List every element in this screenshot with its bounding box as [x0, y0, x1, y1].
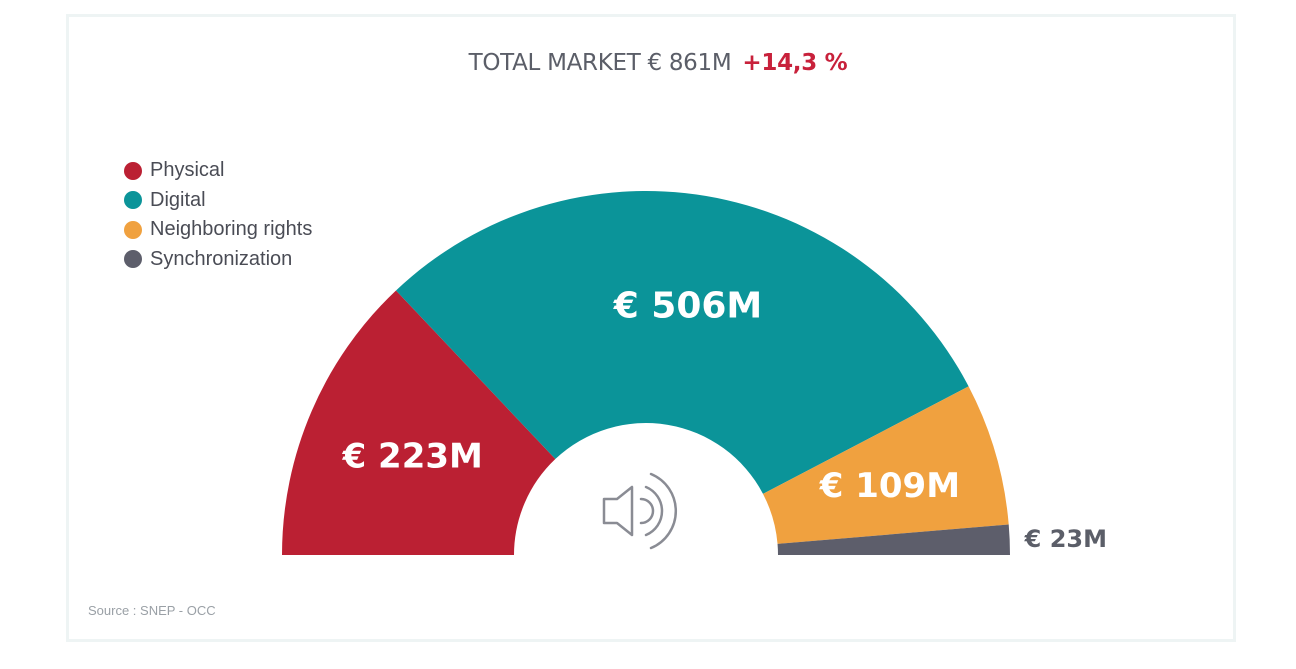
growth-label: +14,3 %	[742, 50, 848, 76]
legend-label-physical: Physical	[150, 159, 225, 182]
source-note: Source : SNEP - OCC	[88, 603, 216, 618]
legend-swatch-synchronization	[124, 250, 142, 269]
chart-title: TOTAL MARKET € 861M +14,3 %	[0, 50, 1296, 76]
legend-item-physical: Physical	[124, 156, 312, 186]
value-label-neighboring-rights: € 109M	[819, 466, 960, 506]
legend-swatch-neighboring-rights	[124, 220, 142, 239]
chart-segments	[282, 191, 1010, 555]
legend-item-synchronization: Synchronization	[124, 245, 312, 275]
legend-item-neighboring-rights: Neighboring rights	[124, 215, 312, 245]
legend-label-digital: Digital	[150, 188, 206, 211]
segment-physical	[282, 290, 556, 555]
legend-swatch-physical	[124, 161, 142, 180]
legend-item-digital: Digital	[124, 186, 312, 216]
value-label-digital: € 506M	[613, 285, 763, 326]
value-label-physical: € 223M	[342, 436, 483, 476]
segment-neighboring-rights	[762, 386, 1009, 544]
total-market-label: TOTAL MARKET € 861M	[468, 50, 732, 76]
value-label-synchronization: € 23M	[1024, 525, 1107, 553]
chart-labels: € 223M € 506M € 109M € 23M	[342, 285, 1107, 553]
legend: Physical Digital Neighboring rights Sync…	[124, 156, 312, 274]
segment-synchronization	[777, 524, 1010, 555]
legend-swatch-digital	[124, 191, 142, 210]
segment-digital	[395, 191, 969, 494]
speaker-icon	[602, 472, 678, 550]
legend-label-neighboring-rights: Neighboring rights	[150, 218, 313, 241]
legend-label-synchronization: Synchronization	[150, 247, 293, 270]
